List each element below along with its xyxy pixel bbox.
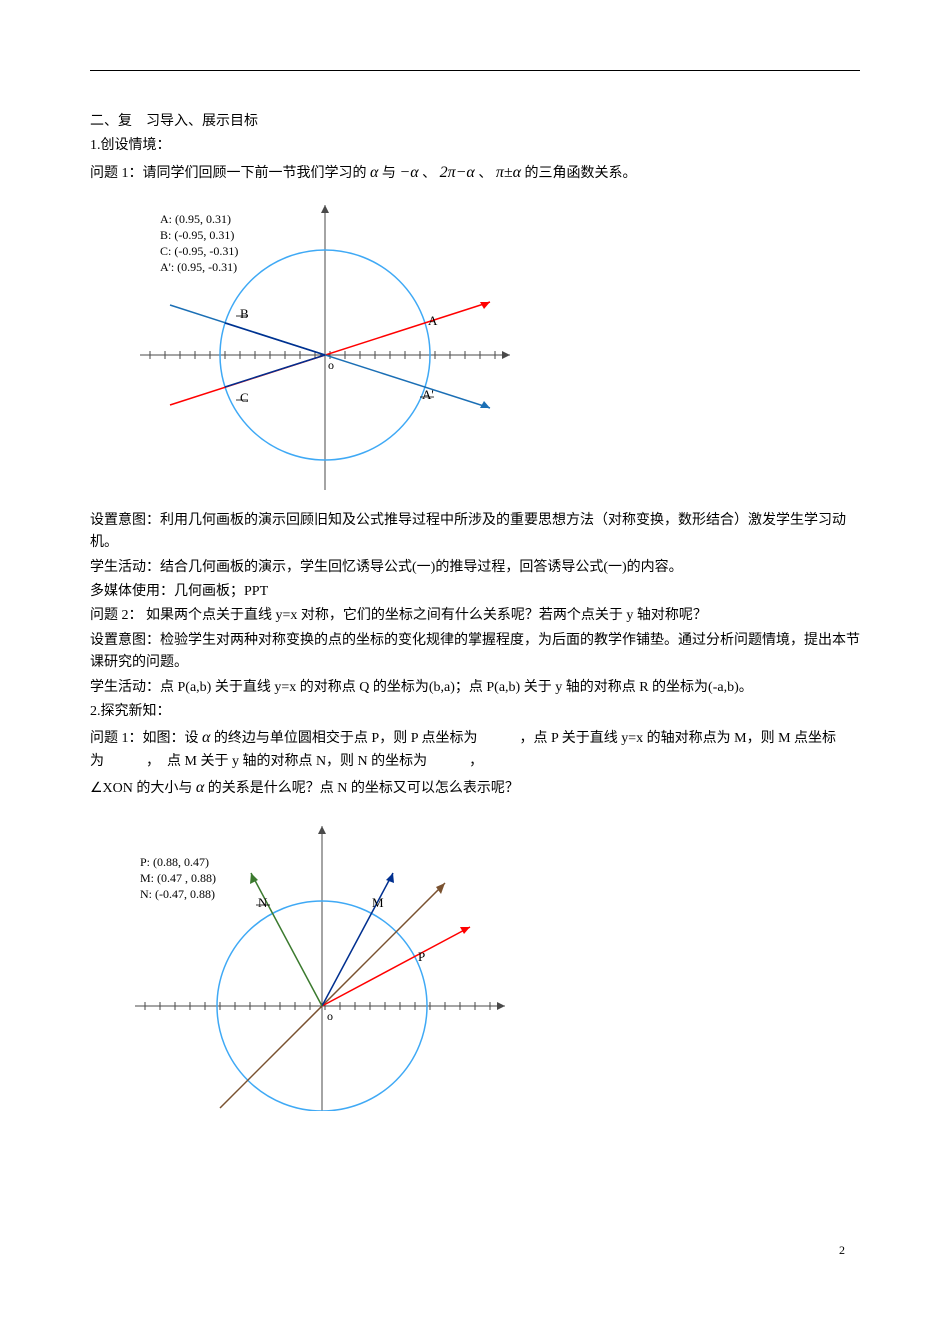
p1-m1: 与 [382, 166, 396, 181]
p9-alpha: α [196, 779, 204, 796]
label-N: N [258, 895, 268, 910]
label-P: P [418, 949, 425, 964]
line-OA [170, 302, 490, 405]
p9-a: ∠XON 的大小与 [90, 781, 192, 796]
label-C: C [240, 390, 249, 405]
p2: 设置意图：利用几何画板的演示回顾旧知及公式推导过程中所涉及的重要思想方法（对称变… [90, 510, 860, 555]
p6: 设置意图：检验学生对两种对称变换的点的坐标的变化规律的掌握程度，为后面的教学作铺… [90, 630, 860, 675]
top-rule [90, 70, 860, 71]
segment-OC [225, 355, 325, 387]
page-number: 2 [839, 1241, 845, 1260]
segment-OB [225, 323, 325, 355]
p1-alpha-1: α [370, 164, 378, 181]
label-M: M [372, 895, 384, 910]
label-B: B [240, 306, 249, 321]
label-A: A [428, 313, 438, 328]
legend-N: N: (-0.47, 0.88) [140, 887, 215, 901]
label-Aprime: A' [422, 387, 434, 402]
page-container: 二、复 习导入、展示目标 1.创设情境： 问题 1：请同学们回顾一下前一节我们学… [45, 0, 905, 1280]
line-OAprime [170, 305, 490, 408]
figure-2: P M N o P: (0.88, 0.47) M: (0.47 , 0.88)… [100, 811, 860, 1119]
figure-2-svg: P M N o P: (0.88, 0.47) M: (0.47 , 0.88)… [100, 811, 520, 1111]
legend-P: P: (0.88, 0.47) [140, 855, 209, 869]
p1-pre: 问题 1：请同学们回顾一下前一节我们学习的 [90, 166, 367, 181]
p9: ∠XON 的大小与 α 的关系是什么呢？点 N 的坐标又可以怎么表示呢？ [90, 775, 860, 801]
figure-1: A B C A' o A: (0.95, 0.31) B: (-0.95, 0.… [100, 195, 860, 503]
problem-1: 问题 1：请同学们回顾一下前一节我们学习的 α 与 −α 、 2π−α 、 π±… [90, 160, 860, 186]
subsection-2: 2.探究新知： [90, 701, 860, 723]
p3: 学生活动：结合几何画板的演示，学生回忆诱导公式(一)的推导过程，回答诱导公式(一… [90, 557, 860, 579]
p8-alpha: α [202, 729, 210, 746]
p1-neg-alpha: −α [399, 164, 418, 181]
p1-m3: 、 [478, 166, 492, 181]
p8-pre: 问题 1：如图：设 [90, 731, 199, 746]
ray-OP [322, 927, 470, 1006]
legend-C: C: (-0.95, -0.31) [160, 244, 238, 258]
y-axis [321, 205, 329, 490]
figure-1-svg: A B C A' o A: (0.95, 0.31) B: (-0.95, 0.… [100, 195, 520, 495]
p1-pi-alpha: π±α [496, 164, 521, 181]
section-title: 二、复 习导入、展示目标 [90, 111, 860, 133]
ray-ON [251, 873, 322, 1006]
line-yx [220, 883, 445, 1108]
label-O: o [328, 358, 334, 372]
legend-M: M: (0.47 , 0.88) [140, 871, 216, 885]
p5: 问题 2： 如果两个点关于直线 y=x 对称，它们的坐标之间有什么关系呢？若两个… [90, 605, 860, 627]
legend-B: B: (-0.95, 0.31) [160, 228, 234, 242]
p1-2pi-alpha: 2π−α [440, 164, 475, 181]
problem-1b: 问题 1：如图：设 α 的终边与单位圆相交于点 P，则 P 点坐标为 ，点 P … [90, 725, 860, 773]
legend-Aprime: A': (0.95, -0.31) [160, 260, 237, 274]
p7: 学生活动：点 P(a,b) 关于直线 y=x 的对称点 Q 的坐标为(b,a)；… [90, 677, 860, 699]
p9-b: 的关系是什么呢？点 N 的坐标又可以怎么表示呢？ [208, 781, 519, 796]
p1-post: 的三角函数关系。 [525, 166, 637, 181]
p4: 多媒体使用：几何画板；PPT [90, 581, 860, 603]
label-O2: o [327, 1009, 333, 1023]
p1-m2: 、 [422, 166, 436, 181]
legend-A: A: (0.95, 0.31) [160, 212, 231, 226]
ray-OM [322, 873, 393, 1006]
subsection-1: 1.创设情境： [90, 135, 860, 157]
